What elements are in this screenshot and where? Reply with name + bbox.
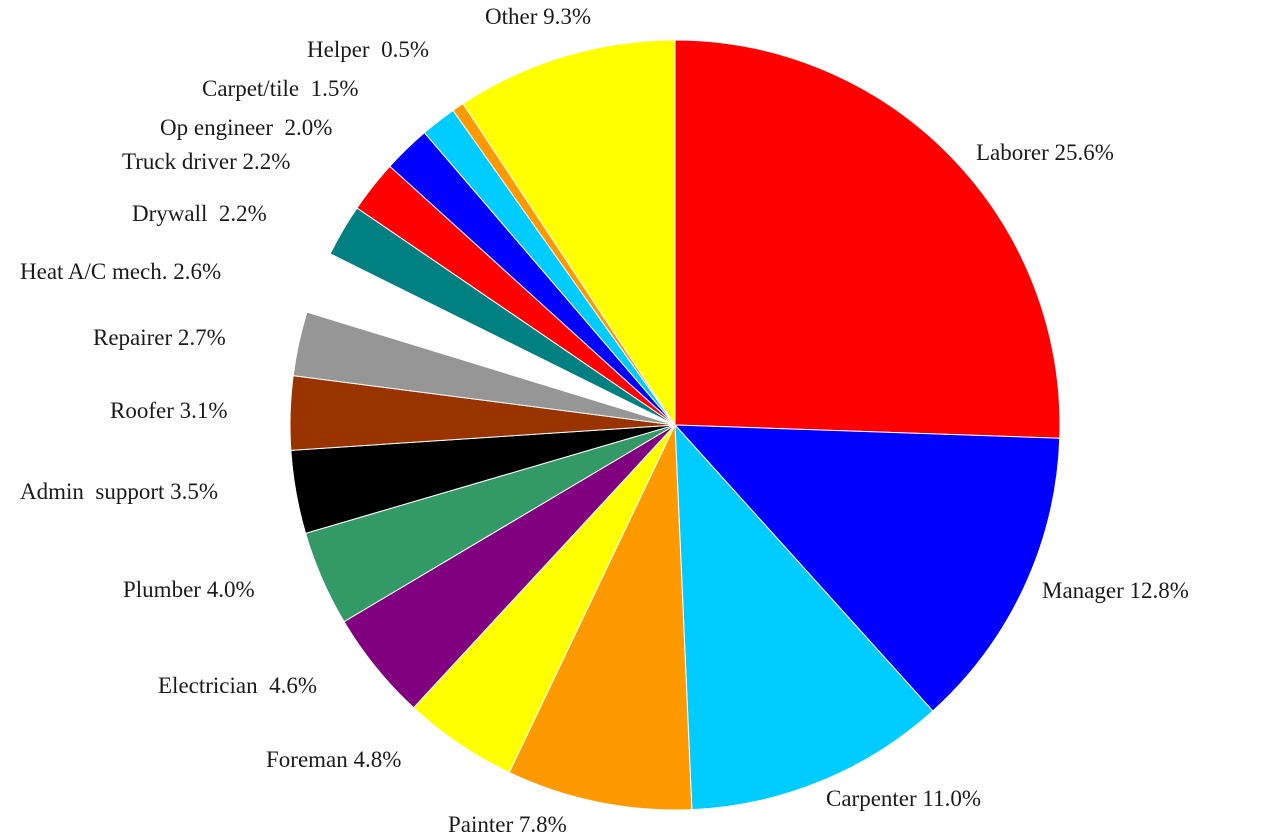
slice-label: Roofer 3.1% [110, 398, 228, 423]
pie-slice [673, 424, 1061, 712]
slice-label: Heat A/C mech. 2.6% [20, 259, 221, 284]
slice-label: Repairer 2.7% [93, 325, 226, 350]
slice-label: Laborer 25.6% [976, 140, 1114, 165]
slice-label: Other 9.3% [485, 4, 591, 29]
slice-label: Carpet/tile 1.5% [202, 76, 359, 101]
slice-label: Truck driver 2.2% [122, 149, 290, 174]
slice-label: Electrician 4.6% [158, 673, 317, 698]
slice-label: Foreman 4.8% [266, 747, 401, 772]
pie-slice [674, 39, 1061, 439]
slice-label: Drywall 2.2% [132, 201, 267, 226]
pie-slice [508, 424, 693, 811]
slice-label: Carpenter 11.0% [826, 786, 981, 811]
slice-label: Admin support 3.5% [20, 479, 218, 504]
slice-label: Helper 0.5% [307, 37, 429, 62]
pie-labels: Laborer 25.6% Manager 12.8% Carpenter 11.0… [20, 4, 1189, 836]
pie-slice [674, 423, 934, 811]
slice-label: Manager 12.8% [1042, 578, 1189, 603]
slice-label: Plumber 4.0% [123, 577, 255, 602]
pie-slices [289, 39, 1061, 811]
slice-label: Painter 7.8% [448, 812, 567, 836]
pie-slice [462, 39, 676, 427]
slice-label: Op engineer 2.0% [160, 115, 332, 140]
